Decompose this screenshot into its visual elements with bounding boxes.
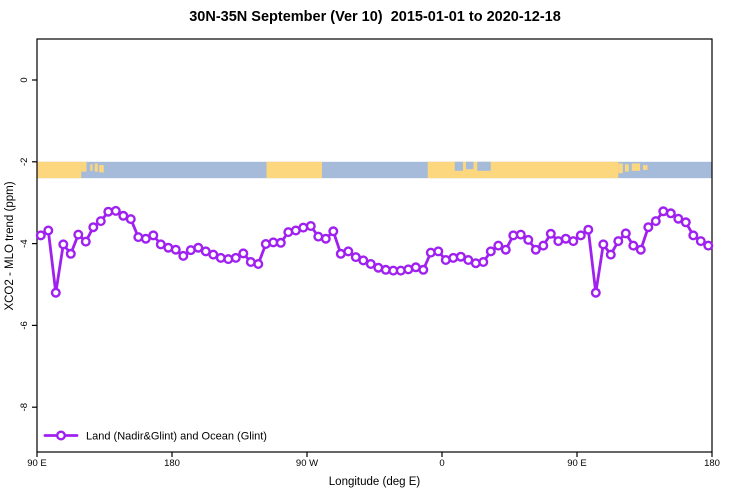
data-point-marker — [545, 228, 556, 239]
data-point-marker — [478, 257, 489, 268]
legend-marker-point — [56, 430, 67, 441]
data-point-marker — [110, 205, 121, 216]
data-point-marker — [650, 216, 661, 227]
y-tick-label: -4 — [19, 239, 30, 247]
x-axis-title: Longitude (deg E) — [328, 476, 421, 488]
map-strip-land — [625, 164, 629, 172]
data-point-marker — [515, 229, 526, 240]
data-point-marker — [538, 240, 549, 251]
data-point-marker — [628, 240, 639, 251]
data-point-marker — [58, 239, 69, 250]
map-strip-land — [37, 161, 82, 179]
data-point-marker — [703, 240, 714, 251]
data-point-marker — [418, 264, 429, 275]
data-point-marker — [643, 222, 654, 233]
data-point-marker — [575, 230, 586, 241]
data-point-marker — [73, 229, 84, 240]
data-point-marker — [35, 230, 46, 241]
data-point-marker — [680, 217, 691, 228]
map-strip-land — [94, 163, 98, 172]
data-point-marker — [80, 236, 91, 247]
data-point-marker — [65, 248, 76, 259]
x-tick-label: 90 E — [567, 458, 587, 469]
map-strip-land — [643, 165, 648, 170]
data-point-marker — [305, 220, 316, 231]
map-strip-land — [427, 161, 619, 179]
x-tick-label: 180 — [704, 458, 720, 469]
data-point-marker — [590, 287, 601, 298]
data-point-marker — [500, 244, 511, 255]
data-point-marker — [50, 287, 61, 298]
data-point-marker — [328, 226, 339, 237]
data-point-marker — [43, 225, 54, 236]
data-point-marker — [523, 234, 534, 245]
map-strip-ocean-notch — [477, 161, 491, 171]
data-point-marker — [530, 244, 541, 255]
map-strip-land — [99, 165, 104, 173]
x-tick-label: 90 W — [296, 458, 318, 469]
map-strip-land — [90, 164, 93, 171]
data-point-marker — [583, 224, 594, 235]
x-tick-label: 180 — [164, 458, 180, 469]
map-strip-ocean-notch — [466, 161, 474, 170]
data-point-marker — [688, 230, 699, 241]
data-point-marker — [193, 242, 204, 253]
data-point-marker — [613, 236, 624, 247]
chart-title: 30N-35N September (Ver 10) 2015-01-01 to… — [189, 9, 561, 25]
data-point-marker — [598, 239, 609, 250]
data-point-marker — [170, 244, 181, 255]
data-point-marker — [343, 246, 354, 257]
data-point-marker — [148, 230, 159, 241]
data-point-marker — [673, 213, 684, 224]
data-point-marker — [365, 259, 376, 270]
data-point-marker — [695, 236, 706, 247]
data-point-marker — [358, 255, 369, 266]
data-point-marker — [620, 228, 631, 239]
map-strip-land — [631, 163, 640, 171]
data-point-marker — [665, 208, 676, 219]
y-tick-label: -8 — [19, 403, 30, 411]
data-point-marker — [178, 250, 189, 261]
data-point-marker — [125, 214, 136, 225]
data-point-marker — [230, 252, 241, 263]
data-point-marker — [493, 240, 504, 251]
data-point-marker — [485, 246, 496, 257]
y-tick-label: -6 — [19, 321, 30, 329]
y-tick-label: 0 — [19, 77, 30, 82]
data-point-marker — [635, 244, 646, 255]
legend-label: Land (Nadir&Glint) and Ocean (Glint) — [86, 431, 267, 443]
data-point-marker — [253, 259, 264, 270]
x-tick-label: 90 E — [27, 458, 47, 469]
x-tick-label: 0 — [439, 458, 444, 469]
data-point-marker — [605, 249, 616, 260]
data-point-marker — [433, 246, 444, 257]
y-tick-label: -2 — [19, 158, 30, 166]
data-point-marker — [320, 233, 331, 244]
data-point-marker — [95, 216, 106, 227]
data-point-marker — [568, 236, 579, 247]
map-strip-ocean-notch — [454, 161, 463, 171]
data-point-marker — [88, 222, 99, 233]
map-strip-land — [81, 161, 87, 172]
map-strip-land — [618, 163, 623, 174]
data-point-marker — [275, 237, 286, 248]
map-strip-land — [266, 161, 322, 179]
plot-box — [36, 38, 713, 453]
data-point-marker — [238, 248, 249, 259]
